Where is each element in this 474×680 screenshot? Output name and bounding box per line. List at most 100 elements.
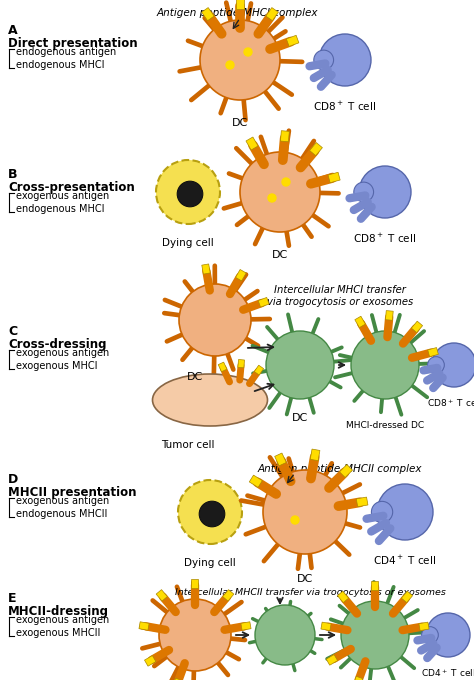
Circle shape — [159, 599, 231, 671]
Polygon shape — [139, 622, 149, 630]
Text: DC: DC — [187, 372, 203, 382]
Text: Intercellular MHCII transfer via trogocytosis or exosomes: Intercellular MHCII transfer via trogocy… — [174, 588, 446, 597]
Text: exogenous MHCII: exogenous MHCII — [16, 628, 100, 638]
Circle shape — [282, 178, 290, 186]
Circle shape — [178, 480, 242, 544]
Polygon shape — [218, 362, 227, 372]
Circle shape — [240, 152, 320, 232]
Text: CD4$^+$ T cell: CD4$^+$ T cell — [374, 554, 437, 567]
Text: Dying cell: Dying cell — [184, 558, 236, 568]
Text: D: D — [8, 473, 18, 486]
Polygon shape — [241, 622, 251, 630]
Ellipse shape — [153, 374, 267, 426]
Polygon shape — [223, 590, 234, 601]
Circle shape — [421, 627, 438, 643]
Polygon shape — [328, 172, 340, 183]
Polygon shape — [356, 497, 368, 507]
Polygon shape — [191, 579, 199, 588]
Text: CD8$^+$ T cell: CD8$^+$ T cell — [313, 100, 376, 113]
Circle shape — [432, 343, 474, 387]
Circle shape — [291, 516, 299, 524]
Polygon shape — [202, 264, 210, 274]
Text: endogenous antigen: endogenous antigen — [16, 47, 116, 57]
Polygon shape — [310, 143, 322, 156]
Text: B: B — [8, 168, 18, 181]
Text: Cross-presentation: Cross-presentation — [8, 181, 135, 194]
Circle shape — [179, 284, 251, 356]
Polygon shape — [249, 475, 262, 488]
Circle shape — [377, 484, 433, 540]
Circle shape — [314, 50, 334, 70]
Text: CD8$^+$ T cell: CD8$^+$ T cell — [354, 232, 417, 245]
Text: endogenous MHCII: endogenous MHCII — [16, 509, 108, 519]
Text: DC: DC — [292, 413, 308, 423]
Circle shape — [351, 331, 419, 399]
Polygon shape — [258, 297, 269, 307]
Polygon shape — [353, 677, 363, 680]
Text: DC: DC — [297, 574, 313, 584]
Text: Antigen peptide-MHCI complex: Antigen peptide-MHCI complex — [156, 8, 318, 18]
Circle shape — [200, 20, 280, 100]
Polygon shape — [281, 131, 289, 141]
Polygon shape — [145, 656, 156, 666]
Text: C: C — [8, 325, 17, 338]
Circle shape — [359, 166, 411, 218]
Polygon shape — [201, 7, 214, 20]
Text: exogenous antigen: exogenous antigen — [16, 496, 109, 506]
Polygon shape — [310, 449, 320, 460]
Circle shape — [428, 356, 444, 373]
Circle shape — [354, 182, 374, 202]
Text: Tumor cell: Tumor cell — [161, 440, 215, 450]
Text: endogenous MHCI: endogenous MHCI — [16, 204, 104, 214]
Polygon shape — [238, 360, 245, 368]
Circle shape — [244, 48, 252, 56]
Polygon shape — [236, 269, 246, 281]
Polygon shape — [173, 678, 182, 680]
Text: MHCII presentation: MHCII presentation — [8, 486, 137, 499]
Polygon shape — [419, 622, 429, 630]
Text: DC: DC — [272, 250, 288, 260]
Polygon shape — [246, 137, 258, 150]
Polygon shape — [411, 321, 423, 333]
Polygon shape — [274, 453, 286, 466]
Text: endogenous MHCI: endogenous MHCI — [16, 60, 104, 70]
Circle shape — [199, 501, 225, 527]
Polygon shape — [236, 0, 244, 10]
Polygon shape — [286, 35, 299, 46]
Polygon shape — [156, 590, 167, 601]
Polygon shape — [337, 591, 349, 602]
Text: MHCI-dressed DC: MHCI-dressed DC — [346, 421, 424, 430]
Text: DC: DC — [232, 118, 248, 128]
Circle shape — [268, 194, 276, 202]
Circle shape — [177, 181, 203, 207]
Polygon shape — [372, 581, 379, 590]
Polygon shape — [326, 655, 337, 665]
Text: E: E — [8, 592, 17, 605]
Circle shape — [156, 160, 220, 224]
Text: Direct presentation: Direct presentation — [8, 37, 137, 50]
Polygon shape — [428, 347, 438, 357]
Circle shape — [319, 34, 371, 86]
Text: Cross-dressing: Cross-dressing — [8, 338, 107, 351]
Text: exogenous antigen: exogenous antigen — [16, 191, 109, 201]
Text: Intercellular MHCI transfer
via trogocytosis or exosomes: Intercellular MHCI transfer via trogocyt… — [267, 285, 413, 307]
Text: Antigen peptide-MHCII complex: Antigen peptide-MHCII complex — [258, 464, 422, 474]
Polygon shape — [254, 365, 264, 375]
Text: MHCII-dressing: MHCII-dressing — [8, 605, 109, 618]
Circle shape — [341, 601, 409, 669]
Polygon shape — [401, 591, 412, 602]
Text: A: A — [8, 24, 18, 37]
Text: exogenous antigen: exogenous antigen — [16, 615, 109, 625]
Circle shape — [372, 501, 392, 523]
Circle shape — [255, 605, 315, 665]
Circle shape — [226, 61, 234, 69]
Circle shape — [426, 613, 470, 657]
Polygon shape — [385, 311, 393, 320]
Text: CD8$^+$ T cell: CD8$^+$ T cell — [427, 397, 474, 409]
Text: exogenous MHCI: exogenous MHCI — [16, 361, 98, 371]
Circle shape — [266, 331, 334, 399]
Polygon shape — [339, 464, 353, 477]
Polygon shape — [321, 622, 331, 630]
Polygon shape — [266, 7, 278, 20]
Text: Dying cell: Dying cell — [162, 238, 214, 248]
